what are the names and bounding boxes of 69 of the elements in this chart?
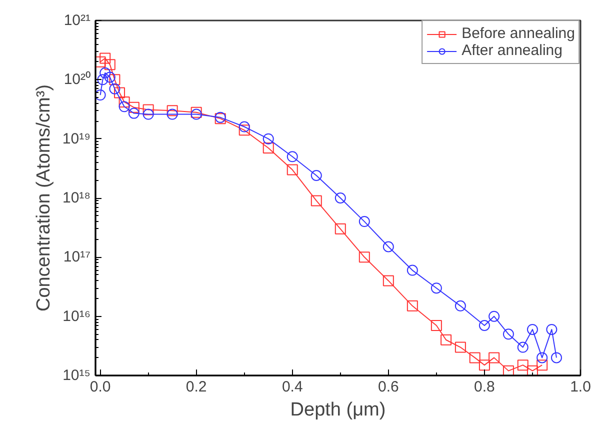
point [550,352,562,364]
x-tick-label: 0.6 [378,378,399,396]
point [430,282,442,294]
point [104,59,116,70]
point [118,101,130,112]
point [382,275,394,286]
point [262,133,274,144]
point [262,142,274,154]
point [488,352,500,364]
point [526,324,538,335]
point [454,300,466,312]
point [358,252,370,263]
point [440,334,452,346]
point [406,300,418,312]
point [310,170,322,181]
y-tick-label: 10¹⁹ [62,130,91,148]
point [142,108,154,120]
point [430,320,442,331]
point [454,342,466,353]
point [546,324,558,335]
point [109,74,120,86]
y-tick-label: 10¹⁷ [63,248,90,266]
point [100,52,111,64]
y-tick-label: 10²⁰ [64,71,91,88]
x-tick-label: 0.8 [474,378,495,396]
point [469,352,480,364]
point [238,124,250,136]
point [536,352,548,364]
y-tick-label: 10¹⁶ [62,308,91,325]
point [109,83,120,94]
x-tick-label: 0.4 [282,378,303,396]
point [502,328,514,340]
legend-label: Before annealing [462,25,575,42]
y-tick-label: 10¹⁸ [62,190,91,206]
point [114,87,126,98]
point [128,102,140,113]
point [536,360,548,371]
y-tick-label: 10¹⁵ [62,367,91,384]
point [128,108,140,119]
point [382,241,394,252]
point [96,56,106,68]
point [238,121,250,132]
point [96,90,106,101]
x-tick-label: 0.2 [186,378,207,396]
point [97,74,108,86]
x-tick-label: 0.0 [90,378,111,396]
point [488,310,500,322]
point [517,360,528,371]
point [310,195,322,206]
point [286,151,298,162]
point [100,67,111,78]
point [478,360,490,371]
x-tick-label: 1.0 [570,378,591,396]
x-axis-title: Depth (μm) [290,400,386,420]
point [334,192,346,204]
y-tick-label: 10²¹ [64,12,91,29]
point [358,216,370,228]
point [478,320,490,331]
point [104,72,116,83]
point [118,96,130,108]
y-axis-title: Concentration (Atoms/cm³) [33,84,54,312]
point [166,108,178,120]
point [286,164,298,176]
point [142,104,154,116]
point [517,342,528,353]
point [334,223,346,234]
point [166,105,178,116]
legend-label: After annealing [462,42,562,59]
point [406,264,418,276]
